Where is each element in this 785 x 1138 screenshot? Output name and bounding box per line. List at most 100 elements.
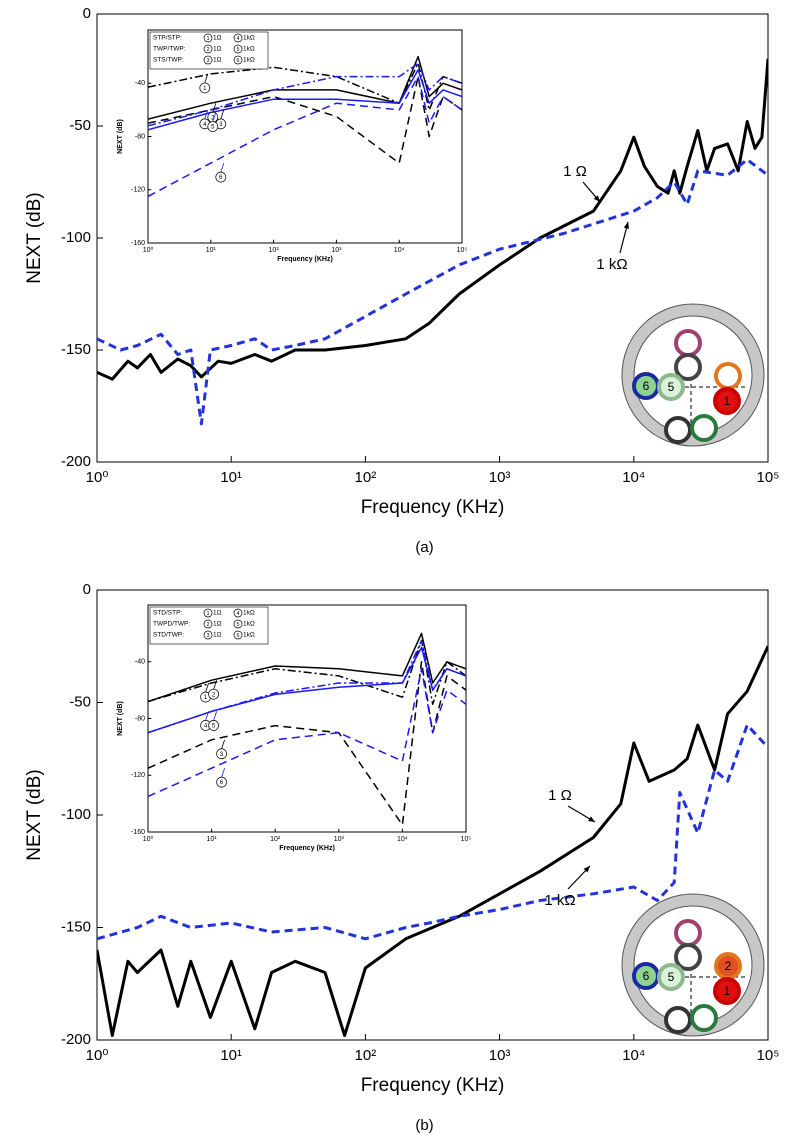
- legend-text: 1Ω: [213, 621, 222, 628]
- wire-label: 6: [643, 379, 650, 393]
- wire: [713, 387, 741, 415]
- wire: [664, 416, 692, 444]
- x-tick-label: 10¹: [220, 1047, 242, 1064]
- y-tick-label: 0: [83, 581, 91, 598]
- curve-label: 2: [212, 692, 216, 698]
- curve-label: 5: [211, 125, 215, 131]
- y-tick-label: -40: [135, 659, 145, 666]
- x-tick-label: 10⁰: [143, 246, 154, 254]
- curve-label-circle: [208, 688, 219, 700]
- series-line: [97, 645, 768, 1037]
- curve-label-circle: [215, 171, 227, 183]
- series-group: [97, 645, 768, 1037]
- wire: [674, 919, 702, 947]
- x-tick-label: 10⁰: [143, 835, 154, 843]
- legend-label: STS/TWP:: [153, 57, 184, 64]
- legend-label: STD/TWP:: [153, 632, 184, 639]
- curve-label: 4: [203, 122, 207, 128]
- legend-num: 4: [236, 611, 239, 617]
- y-tick-label: -80: [135, 715, 145, 722]
- series-line: [148, 668, 466, 798]
- legend-circle: [203, 630, 213, 640]
- legend-num: 2: [206, 622, 209, 628]
- legend-text: 1Ω: [213, 610, 222, 617]
- legend-num: 1: [206, 611, 209, 617]
- x-tick-label: 10⁰: [86, 469, 109, 486]
- series-line: [148, 75, 462, 164]
- legend-text: 1kΩ: [243, 621, 255, 628]
- curve-label: 6: [220, 780, 224, 786]
- x-tick-label: 10⁰: [86, 1047, 109, 1064]
- annotation: 1 kΩ: [596, 256, 627, 273]
- arrow-head: [588, 816, 595, 822]
- series-line: [148, 69, 462, 131]
- x-axis-label: Frequency (KHz): [279, 845, 335, 852]
- wire-label: 1: [724, 394, 731, 408]
- x-axis-label: Frequency (KHz): [277, 256, 333, 263]
- legend-circle: [233, 630, 243, 640]
- y-axis-label: NEXT (dB): [24, 769, 45, 861]
- legend-circle: [233, 44, 243, 54]
- legend-text: 1kΩ: [243, 610, 255, 617]
- x-tick-label: 10²: [269, 247, 280, 254]
- wire: [674, 943, 702, 971]
- curve-label-leader: [221, 739, 225, 749]
- y-axis-label: NEXT (dB): [117, 701, 124, 736]
- y-tick-label: -160: [131, 240, 145, 247]
- wire: [713, 977, 741, 1005]
- series-line: [148, 646, 466, 734]
- x-tick-label: 10⁴: [394, 247, 405, 254]
- legend-num: 1: [206, 36, 209, 42]
- arrow-head: [593, 195, 600, 202]
- y-tick-label: -50: [69, 117, 91, 134]
- curve-label: 3: [219, 122, 223, 128]
- x-tick-label: 10²: [355, 469, 377, 486]
- legend-label: TWP/TWP:: [153, 46, 186, 53]
- legend-text: 1kΩ: [243, 46, 255, 53]
- curve-label-leader: [213, 711, 217, 721]
- x-tick-label: 10⁵: [457, 247, 468, 254]
- series-group: [97, 58, 768, 426]
- series-line: [148, 75, 462, 198]
- y-tick-label: -80: [135, 133, 145, 140]
- legend-circle: [203, 33, 213, 43]
- curve-label: 3: [220, 752, 224, 758]
- curve-label-leader: [220, 109, 225, 120]
- y-tick-label: -50: [69, 693, 91, 710]
- legend-circle: [203, 608, 213, 618]
- y-tick-label: -150: [61, 341, 91, 358]
- legend-num: 6: [236, 58, 239, 64]
- y-tick-label: -150: [61, 918, 91, 935]
- curve-label: 1: [204, 695, 208, 701]
- curve-label: 1: [203, 86, 207, 92]
- curve-label-leader: [220, 162, 225, 173]
- arrow-head: [623, 222, 630, 229]
- curve-label-leader: [212, 112, 217, 122]
- legend-circle: [203, 44, 213, 54]
- legend-num: 4: [236, 36, 239, 42]
- legend-text: 1Ω: [213, 35, 222, 42]
- y-tick-label: -160: [131, 829, 145, 836]
- y-tick-label: -200: [61, 1031, 91, 1048]
- curve-label: 6: [219, 175, 223, 181]
- y-axis-label: NEXT (dB): [117, 119, 124, 154]
- curve-label-leader: [221, 768, 225, 778]
- legend-circle: [233, 619, 243, 629]
- legend-text: 1kΩ: [243, 57, 255, 64]
- x-tick-label: 10¹: [206, 247, 217, 254]
- legend-circle: [233, 608, 243, 618]
- x-tick-label: 10³: [489, 469, 511, 486]
- x-tick-label: 10⁵: [757, 1047, 780, 1064]
- curve-label-circle: [216, 748, 227, 760]
- series-line: [148, 661, 466, 826]
- curve-label: 4: [204, 723, 208, 729]
- curve-label: 2: [211, 115, 215, 121]
- x-tick-label: 10⁵: [757, 469, 780, 486]
- legend-text: 1Ω: [213, 57, 222, 64]
- series-group: [148, 632, 466, 826]
- x-tick-label: 10⁴: [622, 1047, 645, 1064]
- caption: (a): [415, 539, 433, 556]
- legend-circle: [203, 619, 213, 629]
- x-axis-label: Frequency (KHz): [361, 497, 505, 518]
